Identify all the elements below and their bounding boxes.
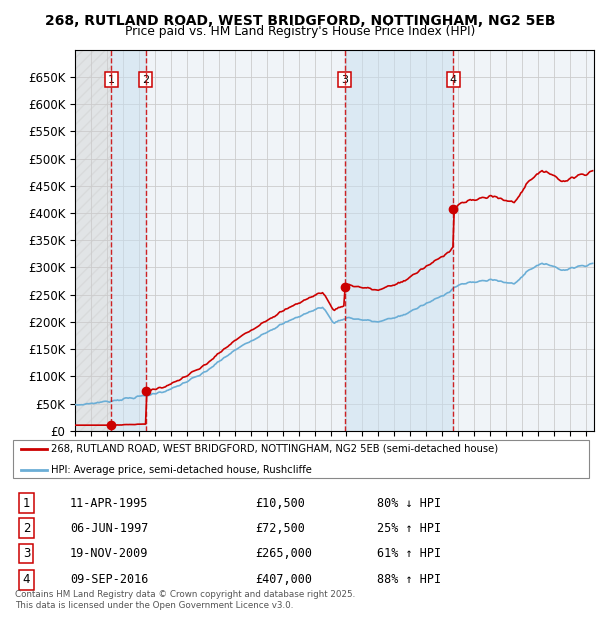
Bar [112, 50, 146, 431]
Text: 2: 2 [142, 74, 149, 84]
FancyBboxPatch shape [13, 440, 589, 479]
Text: 3: 3 [341, 74, 348, 84]
Text: 3: 3 [23, 547, 30, 560]
Text: 1: 1 [108, 74, 115, 84]
Text: 4: 4 [23, 574, 30, 587]
Text: HPI: Average price, semi-detached house, Rushcliffe: HPI: Average price, semi-detached house,… [52, 465, 312, 475]
Text: 88% ↑ HPI: 88% ↑ HPI [377, 574, 441, 587]
Text: 09-SEP-2016: 09-SEP-2016 [70, 574, 148, 587]
Text: 06-JUN-1997: 06-JUN-1997 [70, 522, 148, 535]
Text: Price paid vs. HM Land Registry's House Price Index (HPI): Price paid vs. HM Land Registry's House … [125, 25, 475, 38]
Text: 268, RUTLAND ROAD, WEST BRIDGFORD, NOTTINGHAM, NG2 5EB (semi-detached house): 268, RUTLAND ROAD, WEST BRIDGFORD, NOTTI… [52, 444, 499, 454]
Text: £407,000: £407,000 [255, 574, 312, 587]
Text: 80% ↓ HPI: 80% ↓ HPI [377, 497, 441, 510]
Text: 268, RUTLAND ROAD, WEST BRIDGFORD, NOTTINGHAM, NG2 5EB: 268, RUTLAND ROAD, WEST BRIDGFORD, NOTTI… [45, 14, 555, 28]
Text: Contains HM Land Registry data © Crown copyright and database right 2025.
This d: Contains HM Land Registry data © Crown c… [15, 590, 355, 609]
Text: £72,500: £72,500 [255, 522, 305, 535]
Text: 25% ↑ HPI: 25% ↑ HPI [377, 522, 441, 535]
Text: £10,500: £10,500 [255, 497, 305, 510]
Bar [345, 50, 453, 431]
Text: 61% ↑ HPI: 61% ↑ HPI [377, 547, 441, 560]
Text: 4: 4 [450, 74, 457, 84]
Text: 2: 2 [23, 522, 30, 535]
Text: 1: 1 [23, 497, 30, 510]
Text: 11-APR-1995: 11-APR-1995 [70, 497, 148, 510]
Text: £265,000: £265,000 [255, 547, 312, 560]
Text: 19-NOV-2009: 19-NOV-2009 [70, 547, 148, 560]
Bar [75, 50, 112, 431]
